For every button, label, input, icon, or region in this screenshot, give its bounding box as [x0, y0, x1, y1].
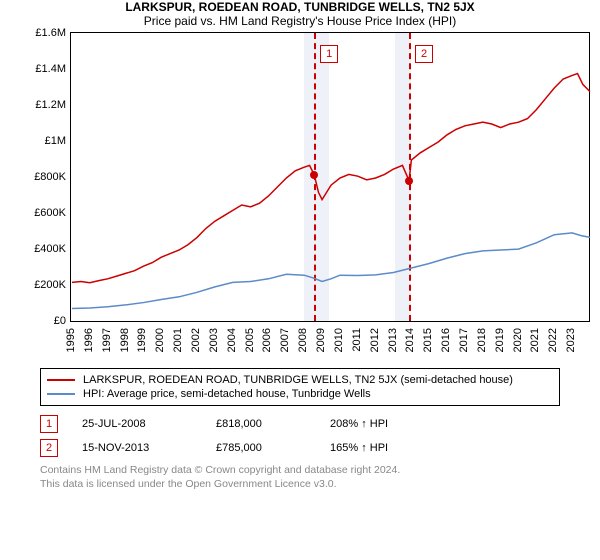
y-tick-label: £1.6M: [35, 27, 66, 39]
legend-item: HPI: Average price, semi-detached house,…: [47, 387, 553, 401]
y-tick-label: £1M: [45, 135, 66, 147]
legend-swatch: [47, 379, 75, 381]
event-number-box: 2: [40, 439, 58, 457]
x-tick-label: 2005: [244, 328, 256, 352]
x-tick-label: 2001: [172, 328, 184, 352]
event-delta: 165% ↑ HPI: [330, 442, 388, 454]
chart-subtitle: Price paid vs. HM Land Registry's House …: [0, 14, 600, 28]
attribution: Contains HM Land Registry data © Crown c…: [40, 464, 560, 491]
event-date: 25-JUL-2008: [82, 418, 192, 430]
x-tick-label: 1997: [101, 328, 113, 352]
event-number-box: 1: [40, 415, 58, 433]
series-hpi: [72, 233, 590, 309]
series-property: [72, 74, 590, 283]
events-table: 1 25-JUL-2008 £818,000 208% ↑ HPI 2 15-NOV-20…: [40, 412, 560, 460]
x-tick-label: 2022: [547, 328, 559, 352]
attribution-line: This data is licensed under the Open Gov…: [40, 478, 560, 492]
x-tick-label: 2013: [387, 328, 399, 352]
event-date: 15-NOV-2013: [82, 442, 192, 454]
legend-swatch: [47, 393, 75, 395]
event-price: £785,000: [216, 442, 306, 454]
y-tick-label: £400K: [34, 243, 66, 255]
x-tick-label: 2004: [226, 328, 238, 352]
sale-marker: [405, 177, 413, 185]
sale-marker: [310, 171, 318, 179]
x-tick-label: 2008: [297, 328, 309, 352]
series-layer: [71, 33, 591, 323]
x-tick-label: 2012: [369, 328, 381, 352]
y-tick-label: £600K: [34, 207, 66, 219]
y-tick-label: £200K: [34, 279, 66, 291]
x-tick-label: 1999: [136, 328, 148, 352]
y-tick-label: £800K: [34, 171, 66, 183]
y-tick-label: £1.2M: [35, 99, 66, 111]
x-tick-label: 2021: [529, 328, 541, 352]
x-tick-label: 2006: [261, 328, 273, 352]
x-tick-label: 1996: [83, 328, 95, 352]
x-tick-label: 2018: [476, 328, 488, 352]
legend-label: LARKSPUR, ROEDEAN ROAD, TUNBRIDGE WELLS,…: [83, 374, 513, 386]
x-tick-label: 2016: [440, 328, 452, 352]
x-tick-label: 2010: [333, 328, 345, 352]
x-tick-label: 2011: [351, 328, 363, 352]
legend-label: HPI: Average price, semi-detached house,…: [83, 388, 371, 400]
plot-area: 12: [70, 32, 590, 322]
x-tick-label: 1995: [65, 328, 77, 352]
legend: LARKSPUR, ROEDEAN ROAD, TUNBRIDGE WELLS,…: [40, 368, 560, 406]
x-tick-label: 2002: [190, 328, 202, 352]
attribution-line: Contains HM Land Registry data © Crown c…: [40, 464, 560, 478]
x-tick-label: 2015: [422, 328, 434, 352]
event-delta: 208% ↑ HPI: [330, 418, 388, 430]
x-tick-label: 2014: [404, 328, 416, 352]
chart-area: 12 £0£200K£400K£600K£800K£1M£1.2M£1.4M£1…: [40, 32, 600, 362]
x-tick-label: 2000: [154, 328, 166, 352]
x-tick-label: 2017: [458, 328, 470, 352]
x-tick-label: 2023: [565, 328, 577, 352]
event-row: 1 25-JUL-2008 £818,000 208% ↑ HPI: [40, 412, 560, 436]
x-tick-label: 2009: [315, 328, 327, 352]
chart-title: LARKSPUR, ROEDEAN ROAD, TUNBRIDGE WELLS,…: [0, 0, 600, 14]
x-tick-label: 2003: [208, 328, 220, 352]
y-tick-label: £0: [54, 315, 66, 327]
x-tick-label: 1998: [119, 328, 131, 352]
event-row: 2 15-NOV-2013 £785,000 165% ↑ HPI: [40, 436, 560, 460]
x-tick-label: 2007: [279, 328, 291, 352]
y-tick-label: £1.4M: [35, 63, 66, 75]
legend-item: LARKSPUR, ROEDEAN ROAD, TUNBRIDGE WELLS,…: [47, 373, 553, 387]
x-tick-label: 2019: [494, 328, 506, 352]
x-tick-label: 2020: [512, 328, 524, 352]
event-price: £818,000: [216, 418, 306, 430]
